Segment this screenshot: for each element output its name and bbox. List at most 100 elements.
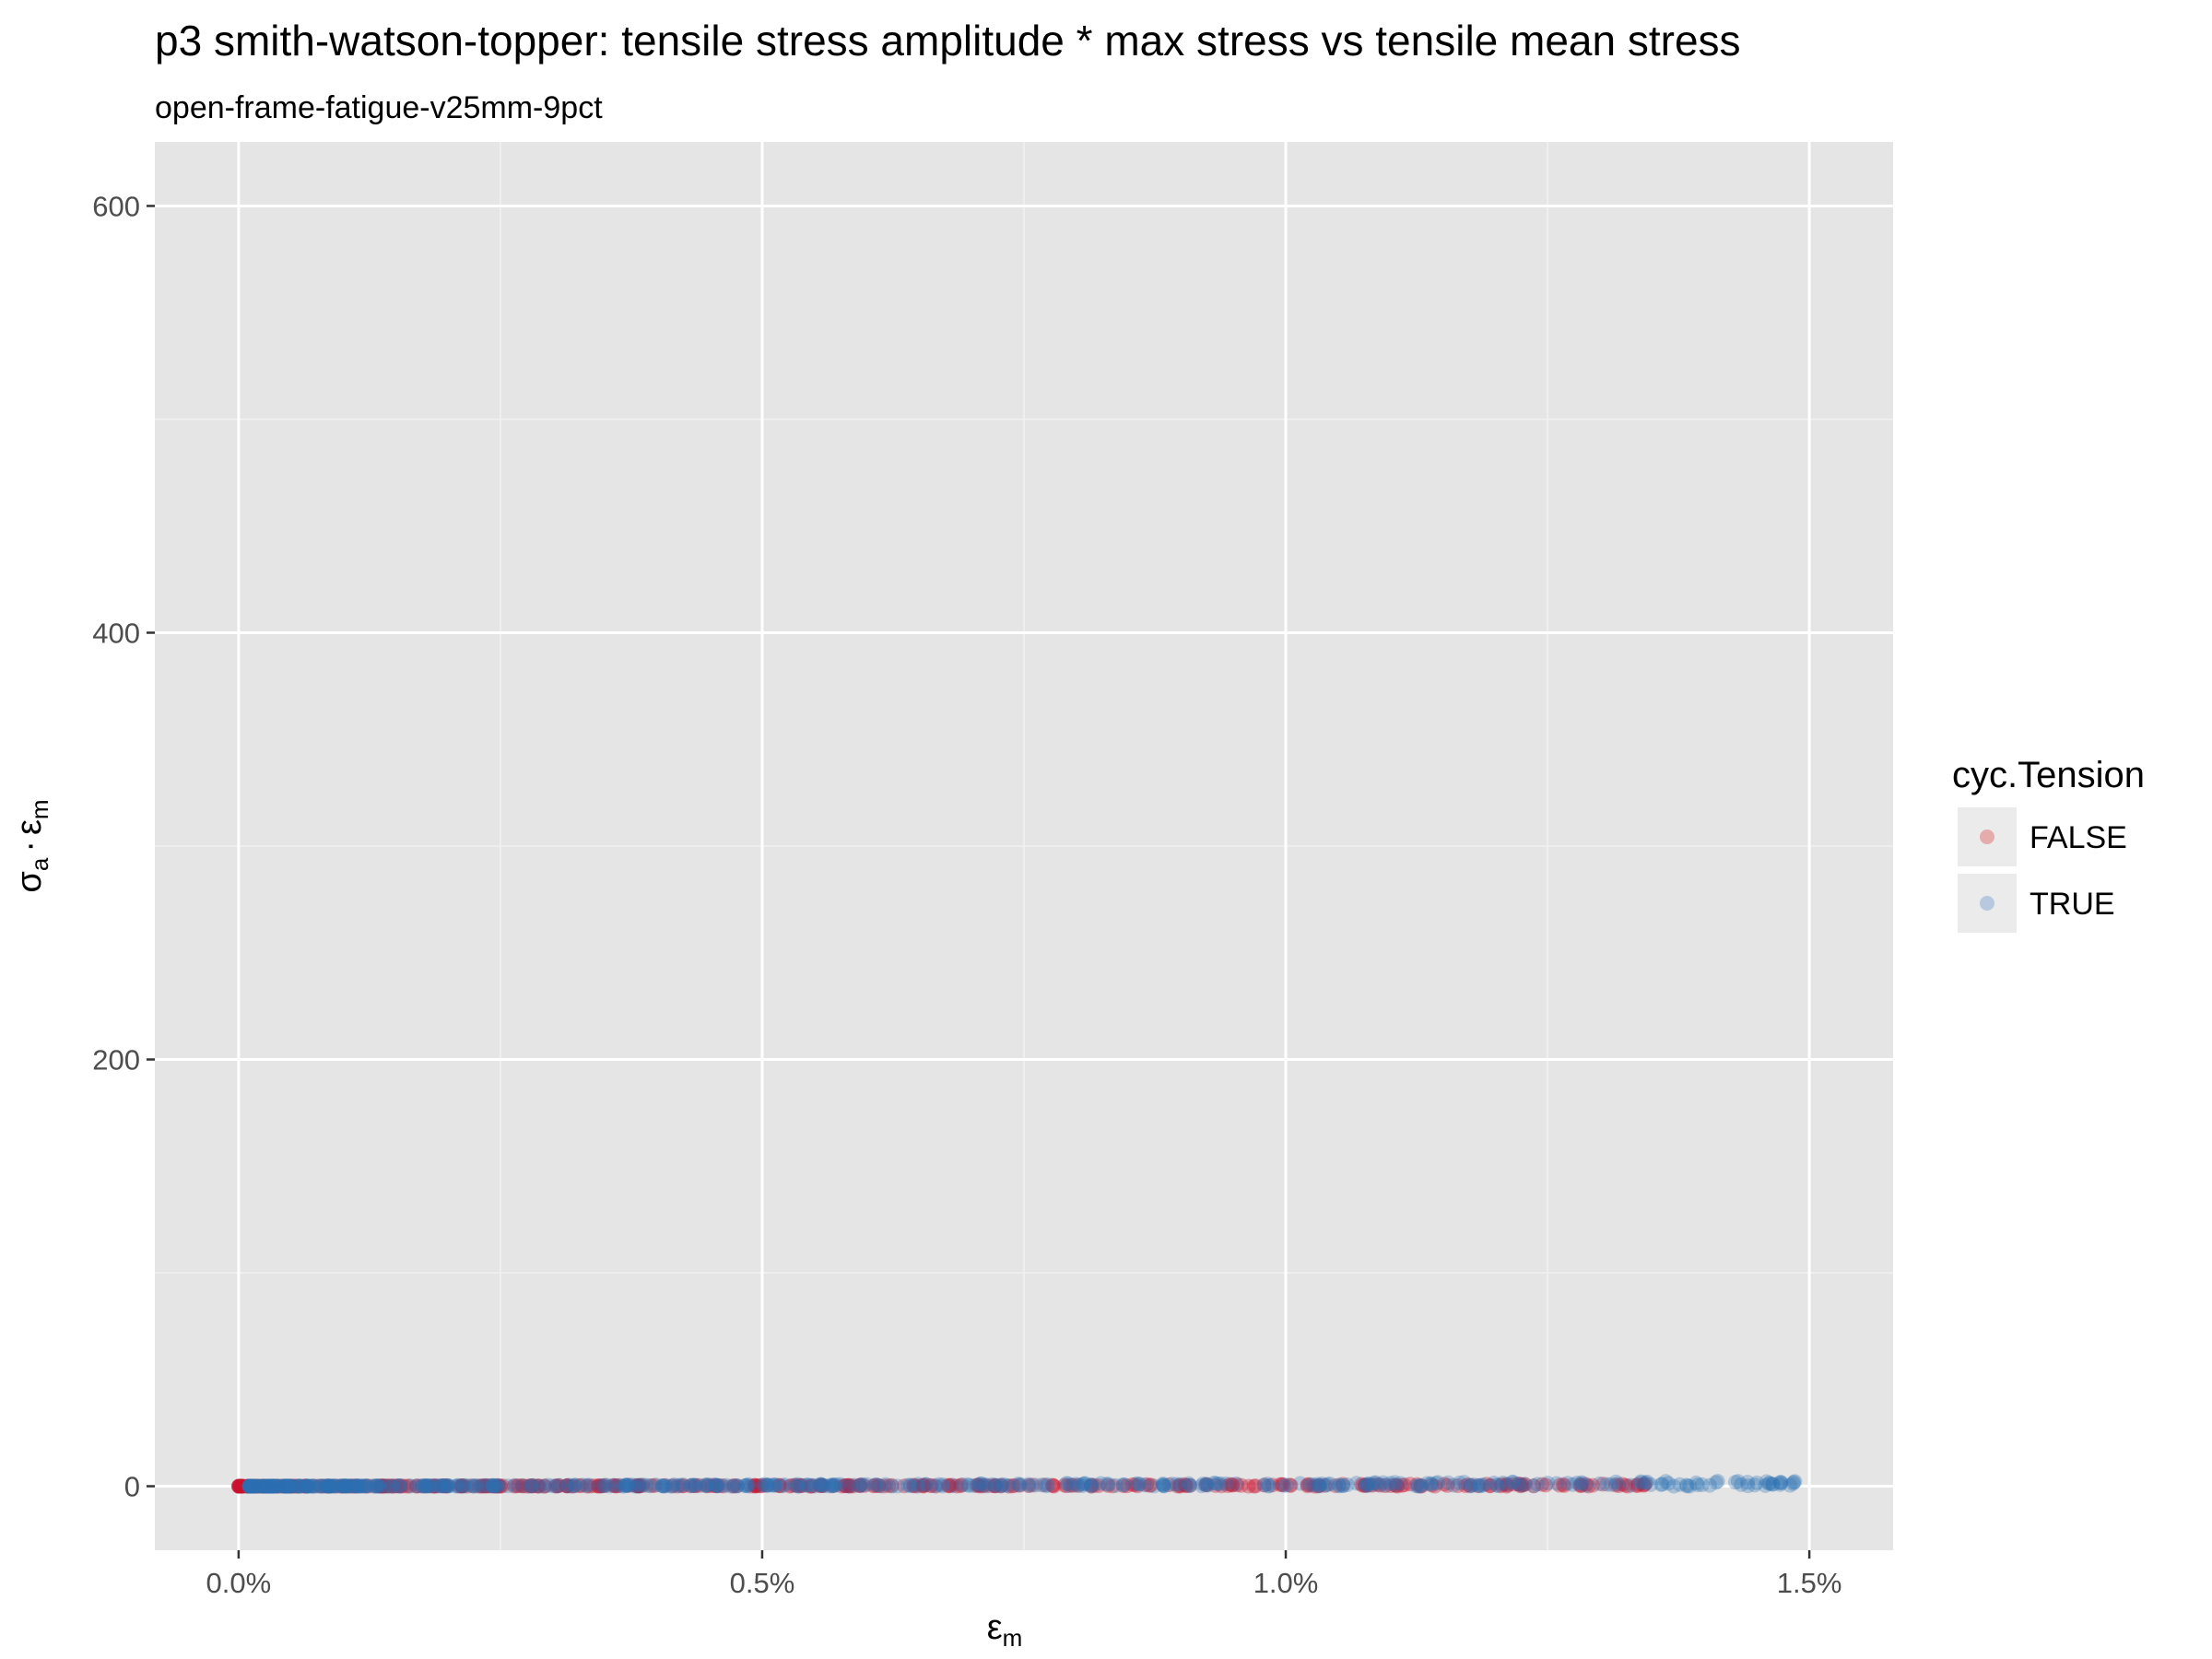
data-point: [1372, 1477, 1388, 1492]
data-point: [253, 1478, 269, 1494]
data-point: [748, 1478, 764, 1494]
data-point: [1506, 1477, 1522, 1492]
data-point: [302, 1478, 318, 1494]
data-point: [1548, 1476, 1564, 1491]
data-point: [393, 1478, 408, 1494]
data-point: [708, 1478, 724, 1494]
data-point: [698, 1478, 713, 1494]
data-point: [324, 1478, 339, 1494]
data-point: [786, 1477, 802, 1493]
data-point: [353, 1478, 369, 1494]
data-point: [421, 1478, 437, 1494]
data-point: [903, 1478, 919, 1494]
data-point: [350, 1478, 366, 1494]
data-point: [709, 1478, 724, 1494]
data-point: [1318, 1477, 1334, 1493]
data-point: [1708, 1475, 1724, 1490]
data-point: [1359, 1477, 1375, 1492]
data-point: [1156, 1477, 1171, 1493]
data-point: [393, 1478, 408, 1494]
data-point: [1312, 1478, 1327, 1494]
data-point: [241, 1478, 256, 1494]
data-point: [234, 1478, 250, 1494]
data-point: [473, 1478, 488, 1494]
data-point: [423, 1478, 439, 1494]
data-point: [537, 1478, 553, 1494]
data-point: [1248, 1478, 1264, 1494]
data-point: [375, 1478, 391, 1494]
data-point: [1229, 1476, 1244, 1491]
data-point: [233, 1478, 249, 1494]
data-point: [454, 1478, 470, 1494]
data-point: [1578, 1477, 1594, 1492]
data-point: [278, 1478, 294, 1494]
data-point: [342, 1478, 358, 1494]
data-point: [961, 1477, 977, 1493]
data-point: [1758, 1477, 1773, 1493]
data-point: [1194, 1478, 1209, 1494]
data-point: [820, 1478, 836, 1494]
data-point: [692, 1477, 708, 1493]
data-point: [427, 1478, 442, 1494]
data-point: [1012, 1477, 1028, 1493]
data-point: [319, 1478, 335, 1494]
data-point: [1119, 1478, 1135, 1494]
data-point: [261, 1478, 276, 1494]
data-point: [235, 1478, 251, 1494]
legend-label-false: FALSE: [2030, 820, 2127, 855]
data-point: [243, 1478, 259, 1494]
data-point: [581, 1477, 596, 1493]
y-axis: 0 200 400 600: [92, 190, 155, 1503]
chart-subtitle: open-frame-fatigue-v25mm-9pct: [155, 90, 603, 125]
data-point: [1494, 1477, 1510, 1492]
data-point: [347, 1478, 363, 1494]
data-point: [320, 1478, 335, 1494]
data-point: [321, 1478, 336, 1494]
data-point: [1749, 1475, 1765, 1490]
data-point: [1409, 1477, 1425, 1492]
data-point: [514, 1477, 530, 1493]
data-point: [1360, 1477, 1376, 1493]
data-point: [994, 1477, 1009, 1493]
data-point: [977, 1477, 993, 1493]
data-point: [940, 1477, 956, 1493]
data-point: [450, 1478, 465, 1494]
data-point: [1747, 1477, 1762, 1493]
data-point: [826, 1477, 841, 1493]
data-point: [987, 1478, 1003, 1494]
data-point: [368, 1478, 383, 1494]
data-point: [338, 1478, 354, 1494]
data-point: [371, 1478, 387, 1494]
data-point: [611, 1477, 627, 1493]
data-point: [790, 1477, 806, 1492]
legend-title: cyc.Tension: [1952, 755, 2145, 795]
data-point: [243, 1478, 259, 1494]
data-point: [853, 1477, 868, 1493]
data-point: [1355, 1477, 1371, 1493]
data-point: [855, 1477, 871, 1493]
data-point: [712, 1477, 727, 1493]
data-point: [1292, 1476, 1308, 1491]
data-point: [452, 1478, 467, 1494]
data-point: [698, 1477, 713, 1493]
data-point: [1359, 1477, 1375, 1493]
data-point: [1358, 1477, 1373, 1493]
data-point: [1610, 1477, 1626, 1492]
data-point: [244, 1478, 260, 1494]
data-point: [741, 1477, 757, 1492]
data-point: [1430, 1475, 1446, 1490]
data-point: [334, 1478, 349, 1494]
data-point: [616, 1478, 631, 1494]
data-point: [1463, 1477, 1478, 1493]
data-point: [493, 1478, 509, 1494]
data-point: [451, 1477, 466, 1493]
data-point: [378, 1478, 394, 1494]
data-point: [1773, 1476, 1789, 1491]
data-point: [1169, 1477, 1184, 1492]
data-point: [1689, 1477, 1705, 1493]
data-point: [1130, 1478, 1146, 1494]
data-point: [483, 1478, 499, 1494]
data-point: [1643, 1477, 1659, 1492]
data-point: [347, 1478, 362, 1494]
data-point: [249, 1478, 265, 1494]
